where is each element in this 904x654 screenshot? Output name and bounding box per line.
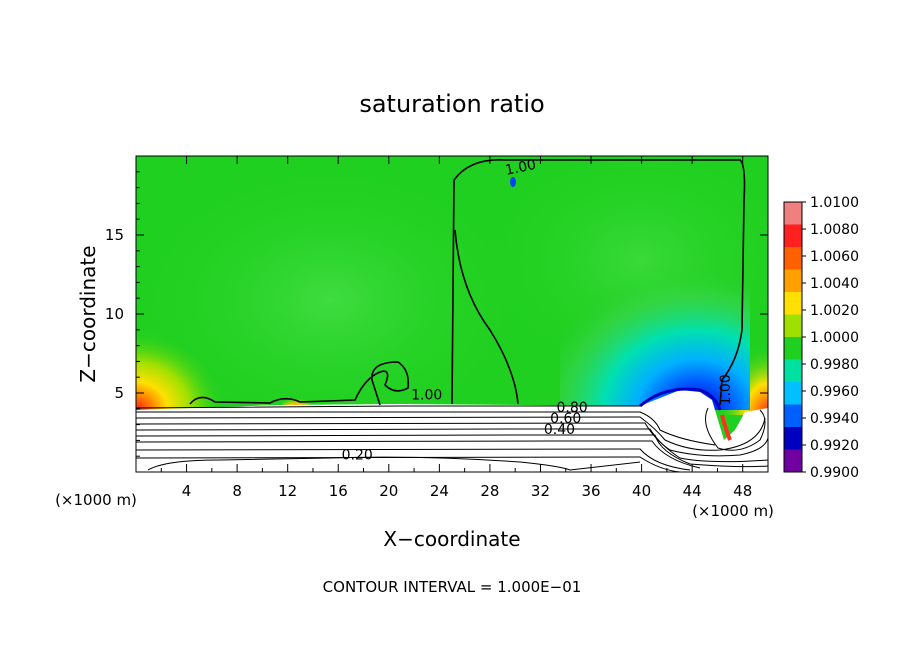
colorbar-label: 1.0000 — [810, 330, 859, 346]
colorbar-label: 0.9940 — [810, 411, 859, 427]
x-tick-label: 4 — [182, 482, 192, 500]
contour-line — [147, 456, 641, 471]
contour-line — [136, 411, 716, 446]
y-axis-label: Z−coordinate — [76, 245, 100, 382]
contour-interval-note: CONTOUR INTERVAL = 1.000E−01 — [323, 578, 582, 596]
contour-label: 1.00 — [718, 374, 734, 405]
x-axis-label: X−coordinate — [383, 527, 520, 551]
contour-line — [136, 428, 768, 463]
colorbar-swatch — [784, 269, 802, 293]
colorbar-label: 0.9900 — [810, 465, 859, 481]
colorbar: 1.0100 1.0080 1.0060 1.0040 1.0020 1.0000 0.99… — [783, 195, 859, 481]
colorbar-swatch — [784, 314, 802, 338]
contour-label: 1.00 — [504, 157, 538, 179]
colorbar-swatch — [784, 359, 802, 383]
y-tick-label: 15 — [105, 226, 124, 244]
x-tick-label: 40 — [632, 482, 651, 500]
colorbar-swatch — [784, 404, 802, 428]
colorbar-label: 1.0100 — [810, 195, 859, 211]
colorbar-swatch — [784, 382, 802, 405]
contour-label: 0.60 — [550, 411, 581, 427]
x-tick-label: 28 — [480, 482, 499, 500]
colorbar-swatch — [784, 449, 802, 473]
x-tick-label: 12 — [278, 482, 297, 500]
contour-line — [136, 440, 701, 469]
contour-line — [136, 434, 768, 468]
y-axis: 5 10 15 — [105, 171, 768, 457]
colorbar-label: 1.0020 — [810, 303, 859, 319]
contour-line — [705, 407, 766, 451]
contour-lines — [136, 159, 768, 472]
x-axis: 4 8 12 16 20 24 28 32 36 40 44 48 — [160, 156, 752, 500]
boundary-blue-edge — [639, 387, 722, 411]
contour-label: 0.80 — [556, 400, 587, 416]
colorbar-label: 1.0080 — [810, 222, 859, 238]
x-unit-left: (×1000 m) — [55, 491, 137, 509]
colorbar-swatch — [784, 224, 802, 248]
colorbar-label: 1.0040 — [810, 276, 859, 292]
subsaturated-blue-region — [560, 250, 750, 410]
colorbar-swatch — [784, 337, 802, 360]
contour-label: 1.00 — [411, 387, 442, 403]
colorbar-swatch — [784, 202, 802, 225]
colorbar-label: 1.0060 — [810, 249, 859, 265]
blue-spot-top — [510, 177, 516, 187]
x-tick-label: 32 — [531, 482, 550, 500]
colorbar-label: 0.9980 — [810, 357, 859, 373]
plot-area — [136, 156, 768, 472]
contour-line — [189, 361, 410, 406]
colorbar-swatch — [784, 427, 802, 450]
upper-halo-left — [136, 160, 530, 440]
x-tick-label: 8 — [232, 482, 242, 500]
colorbar-label: 0.9960 — [810, 384, 859, 400]
contour-line — [136, 416, 766, 451]
contour-line — [136, 422, 768, 457]
x-tick-label: 48 — [733, 482, 752, 500]
left-hot-region — [136, 330, 226, 410]
y-tick-label: 5 — [114, 384, 124, 402]
contour-label: 0.20 — [342, 447, 373, 463]
contour-label: 0.40 — [544, 422, 575, 438]
x-tick-label: 16 — [329, 482, 348, 500]
chart-title: saturation ratio — [359, 90, 544, 118]
cloud-free-lower-region — [136, 390, 768, 472]
contour-line — [454, 229, 519, 405]
y-tick-label: 10 — [105, 305, 124, 323]
contour-line — [136, 405, 640, 409]
colorbar-swatch — [784, 247, 802, 270]
colorbar-swatch — [784, 292, 802, 315]
x-tick-label: 44 — [683, 482, 702, 500]
colorbar-label: 0.9920 — [810, 438, 859, 454]
x-tick-label: 36 — [581, 482, 600, 500]
x-unit-right: (×1000 m) — [692, 502, 774, 520]
contour-line — [136, 448, 691, 471]
x-tick-label: 24 — [430, 482, 449, 500]
x-tick-label: 20 — [379, 482, 398, 500]
contour-labels: 1.00 1.00 1.00 0.800.600.40 0.20 — [342, 157, 734, 464]
contour-line — [136, 456, 681, 472]
boundary-red-edge — [720, 414, 732, 441]
contour-line — [451, 159, 746, 406]
